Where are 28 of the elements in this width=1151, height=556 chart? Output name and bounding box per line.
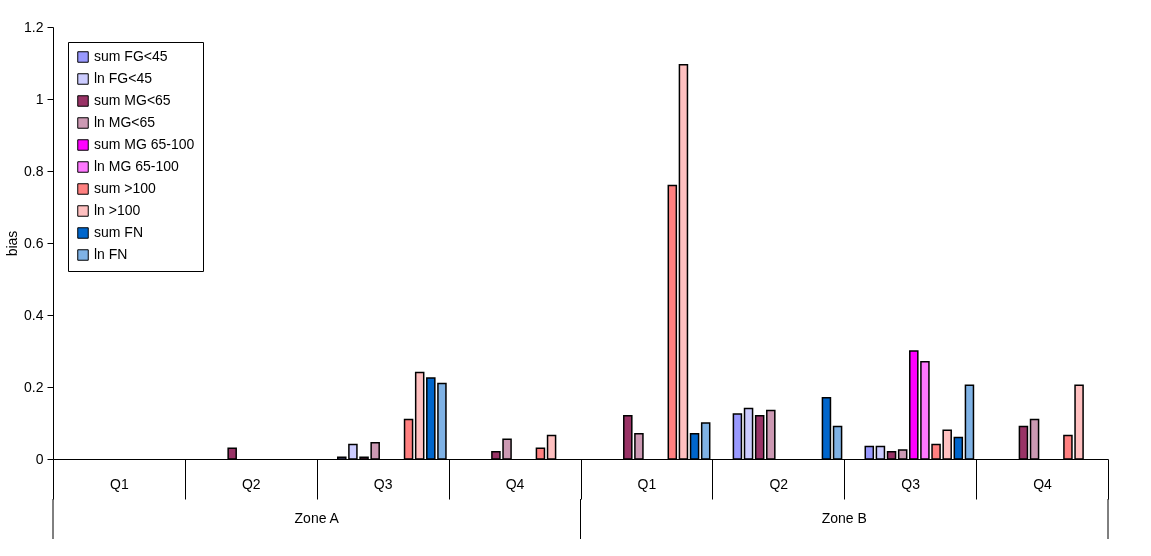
x-tick-label: Q1 bbox=[110, 475, 129, 492]
legend-label: ln MG 65-100 bbox=[94, 158, 180, 174]
text: Zone A bbox=[294, 510, 340, 526]
x-tick-label: Q2 bbox=[769, 475, 789, 492]
x-tick-label: Q2 bbox=[241, 475, 261, 492]
legend-label: ln >100 bbox=[94, 202, 141, 218]
legend-label: ln MG<65 bbox=[94, 114, 156, 130]
y-tick-label: 1.2 bbox=[24, 18, 44, 35]
y-tick-label: 0 bbox=[35, 450, 44, 467]
x-tick-label: Q4 bbox=[1033, 475, 1053, 492]
y-tick-label: 0.6 bbox=[24, 234, 44, 251]
legend-label: sum FG<45 bbox=[94, 48, 168, 64]
x-tick-label: Q1 bbox=[637, 475, 657, 492]
legend-label: sum >100 bbox=[94, 180, 157, 196]
text: Zone B bbox=[821, 510, 867, 526]
x-tick-label: Q3 bbox=[373, 475, 393, 492]
legend-label: ln FN bbox=[94, 246, 128, 262]
legend-label: sum MG<65 bbox=[94, 92, 171, 108]
x-tick-label: Q4 bbox=[505, 475, 525, 492]
y-tick-label: 0.8 bbox=[24, 162, 44, 179]
y-axis-title: bias bbox=[4, 230, 21, 257]
y-tick-label: 1 bbox=[35, 90, 44, 107]
legend-label: sum FN bbox=[94, 224, 143, 240]
legend-label: ln FG<45 bbox=[94, 70, 153, 86]
y-tick-label: 0.2 bbox=[24, 378, 44, 395]
x-tick-label: Q3 bbox=[901, 475, 921, 492]
y-tick-label: 0.4 bbox=[24, 306, 44, 323]
legend-label: sum MG 65-100 bbox=[94, 136, 195, 152]
